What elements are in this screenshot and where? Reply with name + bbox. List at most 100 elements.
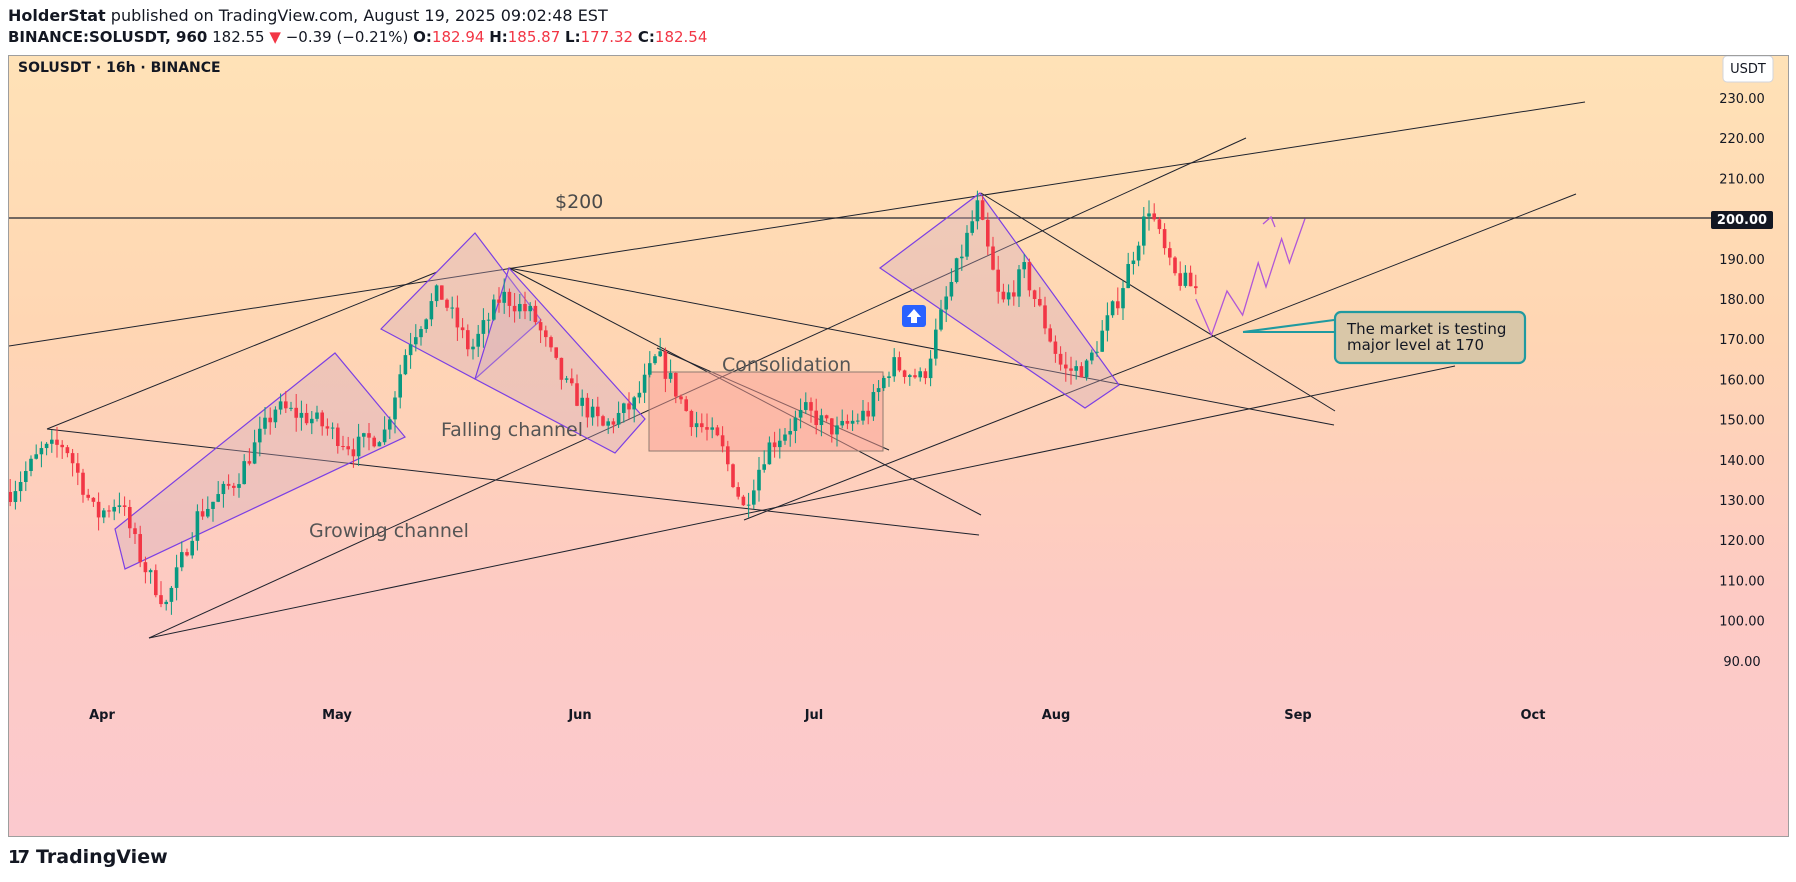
candle-body: [954, 258, 959, 282]
candle-body: [804, 402, 808, 410]
candle-body: [736, 487, 740, 497]
tradingview-logo[interactable]: 17 TradingView: [8, 846, 168, 868]
candle-body: [330, 427, 335, 429]
candle-body: [590, 406, 595, 418]
time-axis[interactable]: Apr May Jun Jul Aug Sep Oct: [89, 708, 1545, 723]
author-name[interactable]: HolderStat: [8, 6, 106, 25]
candle-body: [986, 219, 990, 247]
support-line-long[interactable]: [148, 365, 1456, 639]
candle-body: [726, 446, 730, 465]
price-tick-label: 130.00: [1719, 494, 1765, 509]
candle-body: [616, 412, 621, 425]
candle-body: [1131, 260, 1136, 265]
candle-body: [284, 401, 288, 409]
price-axis[interactable]: 230.00 220.00 210.00 190.00 180.00 170.00 160.…: [1719, 92, 1765, 670]
time-tick-label: Aug: [1042, 708, 1071, 723]
candle-body: [242, 461, 246, 485]
candle-body: [648, 363, 652, 375]
candle-body: [559, 357, 564, 380]
currency-button-label[interactable]: USDT: [1730, 62, 1766, 77]
falling-line-aug[interactable]: [980, 192, 1336, 412]
candle-body: [1069, 368, 1073, 371]
candle-body: [949, 281, 954, 297]
candle-body: [13, 491, 18, 503]
candle-body: [601, 416, 605, 426]
candle-body: [1090, 352, 1094, 361]
candle-body: [169, 587, 174, 602]
open-value: 182.94: [431, 28, 485, 46]
time-tick-label: May: [322, 708, 352, 723]
candle-body: [611, 421, 616, 425]
resistance-line-1[interactable]: [46, 428, 980, 536]
candle-body: [876, 388, 881, 393]
candle-body: [346, 446, 350, 450]
candle-body: [731, 464, 735, 488]
candle-body: [1053, 341, 1058, 354]
candle-body: [835, 425, 839, 435]
candle-body: [767, 442, 772, 465]
candle-body: [512, 305, 517, 312]
price-tick-label: 210.00: [1719, 172, 1765, 187]
support-line-mid[interactable]: [743, 193, 1577, 521]
candle-body: [476, 333, 480, 347]
time-tick-label: Jul: [804, 708, 824, 723]
candle-body: [928, 358, 933, 379]
candle-body: [377, 442, 382, 447]
candle-body: [481, 320, 486, 334]
candle-body: [216, 494, 220, 502]
candle-body: [746, 504, 751, 506]
candle-body: [393, 397, 397, 420]
price-chart[interactable]: $200 Growing channel Falling channel Con…: [9, 56, 1788, 836]
currency-button[interactable]: [1722, 56, 1774, 83]
candle-body: [1136, 245, 1141, 261]
candle-body: [445, 299, 449, 308]
candle-body: [975, 200, 980, 222]
candle-body: [1027, 262, 1032, 291]
tv-logo-icon: 17: [8, 847, 30, 868]
candle-body: [206, 508, 210, 517]
candles: [9, 190, 1198, 615]
candle-body: [1126, 264, 1130, 289]
candle-body: [674, 372, 678, 397]
price-tick-label: 170.00: [1719, 333, 1765, 348]
growing-channel-shape[interactable]: [114, 352, 406, 570]
candle-body: [1157, 219, 1162, 230]
publish-info: HolderStat published on TradingView.com,…: [8, 6, 608, 25]
close-value: 182.54: [654, 28, 708, 46]
candle-body: [866, 410, 870, 417]
candle-body: [538, 322, 543, 331]
level-label: $200: [555, 191, 603, 213]
resistance-line-2[interactable]: [508, 267, 1335, 426]
candle-body: [471, 346, 475, 350]
candle-body: [424, 319, 428, 330]
candle-body: [180, 552, 184, 568]
candle-body: [351, 449, 356, 457]
candle-body: [679, 396, 683, 400]
price-tick-label: 160.00: [1719, 373, 1765, 388]
consolidation-box[interactable]: [648, 371, 884, 452]
candle-body: [772, 442, 777, 448]
falling-channel-label: Falling channel: [441, 419, 583, 441]
candle-body: [9, 491, 12, 503]
upper-trendline[interactable]: [9, 101, 1586, 347]
candle-body: [434, 285, 439, 302]
candle-body: [1006, 292, 1011, 300]
callout-box[interactable]: The market is testing major level at 170: [1242, 310, 1527, 365]
channel-line-may[interactable]: [46, 271, 438, 430]
candle-body: [492, 299, 496, 320]
candle-body: [1095, 351, 1099, 353]
candle-body: [788, 430, 792, 435]
candle-body: [133, 528, 137, 535]
candle-body: [1168, 248, 1172, 258]
candle-body: [715, 427, 720, 436]
candle-body: [367, 433, 371, 438]
candle-body: [382, 429, 387, 443]
projection-arrow-icon: [1262, 215, 1276, 228]
buy-signal-icon[interactable]: [902, 305, 926, 327]
candle-body: [684, 399, 688, 411]
chart-pane[interactable]: $200 Growing channel Falling channel Con…: [8, 55, 1789, 837]
candle-body: [585, 397, 590, 418]
candle-body: [174, 567, 179, 588]
candle-body: [398, 374, 402, 398]
callout-line-2: major level at 170: [1347, 336, 1484, 354]
